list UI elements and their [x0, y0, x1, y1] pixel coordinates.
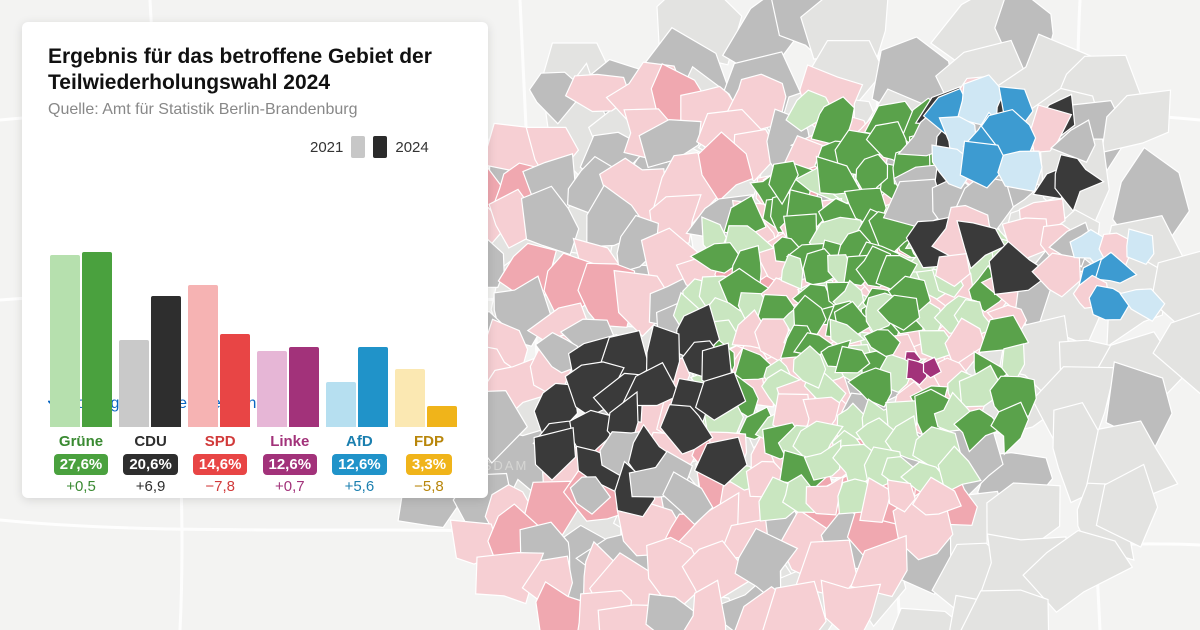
bar-2024 [82, 252, 112, 427]
bar-2021 [326, 382, 356, 426]
bar-group [186, 237, 252, 427]
party-label: CDU 20,6% +6,9 [118, 433, 184, 495]
party-change: −7,8 [187, 478, 253, 495]
bar-2024 [427, 406, 457, 427]
party-change: +6,9 [118, 478, 184, 495]
stage: POTSDAM Ergebnis für das betroffene Gebi… [0, 0, 1200, 630]
legend-swatch-2021 [351, 136, 365, 158]
bar-group [48, 237, 114, 427]
party-labels-row: Grüne 27,6% +0,5CDU 20,6% +6,9SPD 14,6% … [48, 433, 462, 495]
bar-group [117, 237, 183, 427]
party-label: Linke 12,6% +0,7 [257, 433, 323, 495]
bar-2021 [188, 285, 218, 427]
party-label: Grüne 27,6% +0,5 [48, 433, 114, 495]
party-pct-badge: 12,6% [332, 454, 387, 475]
bar-2024 [220, 334, 250, 426]
bar-2024 [151, 296, 181, 426]
bar-2021 [50, 255, 80, 427]
bar-2021 [257, 351, 287, 426]
legend-swatch-2024 [373, 136, 387, 158]
party-name: FDP [396, 433, 462, 450]
party-name: AfD [326, 433, 392, 450]
legend-year-b: 2024 [395, 139, 428, 156]
party-pct-badge: 12,6% [263, 454, 318, 475]
bar-group [255, 237, 321, 427]
bar-group [324, 237, 390, 427]
card-title: Ergebnis für das betroffene Gebiet der T… [48, 44, 462, 97]
bar-2024 [358, 347, 388, 427]
party-label: AfD 12,6% +5,6 [326, 433, 392, 495]
bar-2021 [119, 340, 149, 427]
party-name: CDU [118, 433, 184, 450]
party-change: −5,8 [396, 478, 462, 495]
year-legend: 2021 2024 [310, 136, 429, 158]
bar-2024 [289, 347, 319, 427]
party-label: FDP 3,3% −5,8 [396, 433, 462, 495]
party-name: Linke [257, 433, 323, 450]
party-name: SPD [187, 433, 253, 450]
party-label: SPD 14,6% −7,8 [187, 433, 253, 495]
party-pct-badge: 27,6% [54, 454, 109, 475]
bar-group [393, 237, 459, 427]
party-pct-badge: 3,3% [406, 454, 452, 475]
party-change: +5,6 [326, 478, 392, 495]
card-subtitle: Quelle: Amt für Statistik Berlin-Branden… [48, 101, 462, 119]
results-card: Ergebnis für das betroffene Gebiet der T… [22, 22, 488, 498]
bar-2021 [395, 369, 425, 427]
party-change: +0,7 [257, 478, 323, 495]
party-pct-badge: 14,6% [193, 454, 248, 475]
legend-year-a: 2021 [310, 139, 343, 156]
bar-chart [48, 237, 462, 427]
party-change: +0,5 [48, 478, 114, 495]
party-pct-badge: 20,6% [123, 454, 178, 475]
party-name: Grüne [48, 433, 114, 450]
